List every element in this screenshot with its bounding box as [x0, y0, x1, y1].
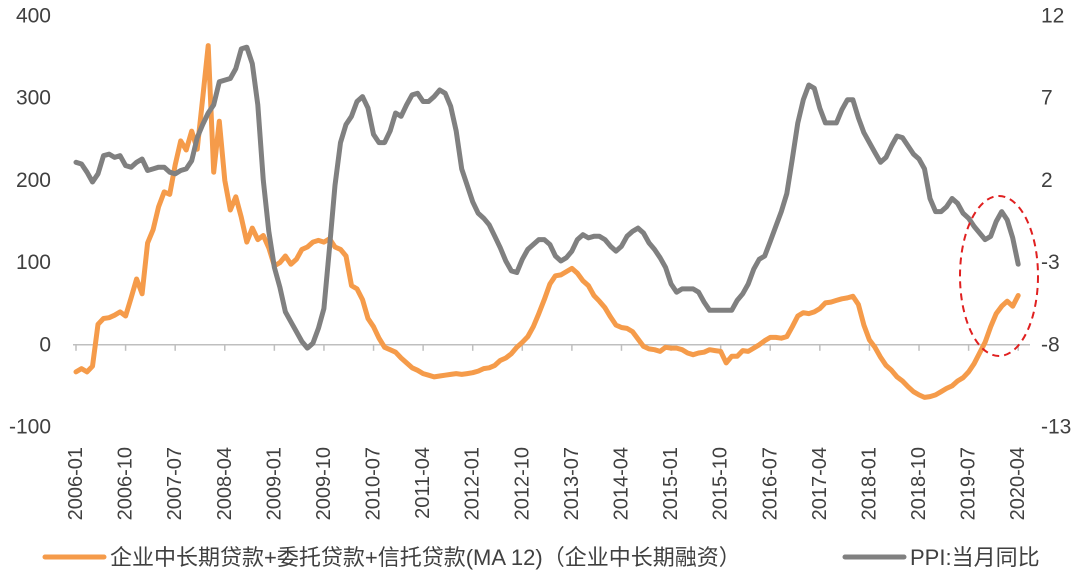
x-tick-label: 2020-04 [1007, 447, 1029, 520]
y-right-tick-label: -3 [1041, 251, 1060, 274]
x-tick-label: 2018-10 [908, 447, 930, 520]
x-tick-label: 2009-10 [313, 447, 335, 520]
y-right-tick-labels: -13 -8 -3 2 7 12 [1041, 5, 1071, 439]
highlight-ellipse [959, 195, 1039, 357]
x-tick-label: 2013-07 [561, 447, 583, 520]
x-tick-label: 2006-10 [115, 447, 137, 520]
x-tick-label: 2014-04 [610, 447, 632, 520]
y-right-tick-label: -13 [1041, 416, 1071, 439]
x-tick-label: 2015-10 [710, 447, 732, 520]
x-tick-label: 2006-01 [65, 447, 87, 520]
x-tick-label: 2016-07 [759, 447, 781, 520]
x-tick-label: 2017-04 [809, 447, 831, 520]
x-tick-label: 2009-01 [263, 447, 285, 520]
y-left-tick-label: 100 [16, 251, 51, 274]
x-tick-label: 2011-04 [412, 447, 434, 519]
legend-label-enterprise-financing: 企业中长期贷款+委托贷款+信托贷款(MA 12)（企业中长期融资） [110, 545, 741, 570]
x-tick-label: 2012-01 [462, 447, 484, 520]
legend: 企业中长期贷款+委托贷款+信托贷款(MA 12)（企业中长期融资） PPI:当月… [42, 545, 1040, 570]
series [73, 43, 1021, 400]
y-left-tick-label: 300 [16, 87, 51, 110]
x-tick-label: 2010-07 [363, 447, 385, 520]
y-right-tick-label: 12 [1041, 5, 1064, 28]
x-tick-label: 2012-10 [511, 447, 533, 520]
y-right-tick-label: 2 [1041, 169, 1053, 192]
x-tick-label: 2018-01 [858, 447, 880, 520]
legend-item-enterprise-financing: 企业中长期贷款+委托贷款+信托贷款(MA 12)（企业中长期融资） [42, 545, 741, 570]
y-left-tick-label: 400 [16, 5, 51, 28]
y-left-tick-labels: -100 0 100 200 300 400 [9, 5, 51, 439]
y-left-tick-label: -100 [9, 416, 51, 439]
series-line-ppi [73, 44, 1021, 351]
x-tick-label: 2008-04 [214, 447, 236, 520]
y-left-tick-label: 200 [16, 169, 51, 192]
series-line-enterprise-financing [73, 43, 1021, 400]
legend-label-ppi: PPI:当月同比 [910, 545, 1040, 570]
y-right-tick-label: 7 [1041, 87, 1053, 110]
x-tick-labels: 2006-01 2006-10 2007-07 2008-04 2009-01 2009-… [65, 344, 1029, 520]
y-right-tick-label: -8 [1041, 333, 1060, 356]
x-tick-label: 2019-07 [958, 447, 980, 520]
y-left-tick-label: 0 [39, 333, 51, 356]
legend-item-ppi: PPI:当月同比 [842, 545, 1040, 570]
x-tick-label: 2015-01 [660, 447, 682, 520]
x-tick-label: 2007-07 [164, 447, 186, 520]
